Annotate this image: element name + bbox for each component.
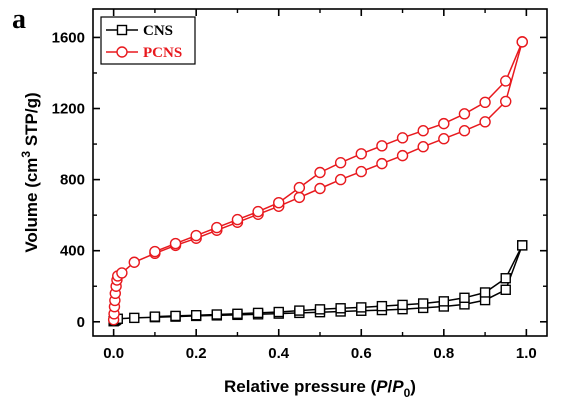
pcns-desorption-point (398, 133, 408, 143)
pcns-adsorption-line (114, 42, 523, 320)
x-axis-title: Relative pressure (P/P0) (224, 377, 416, 400)
legend-label: CNS (143, 23, 173, 39)
cns-desorption-point (171, 311, 180, 320)
pcns-adsorption-point (439, 134, 449, 144)
legend: CNS PCNS (101, 17, 195, 64)
series-pcns (109, 37, 528, 325)
pcns-desorption-point (501, 76, 511, 86)
cns-desorption-point (518, 241, 527, 250)
cns-desorption-point (336, 304, 345, 313)
series-layer (109, 37, 528, 326)
x-tick-label: 0.8 (433, 345, 454, 362)
pcns-adsorption-point (356, 167, 366, 177)
cns-desorption-point (212, 310, 221, 319)
pcns-desorption-point (480, 97, 490, 107)
pcns-adsorption-point (117, 268, 127, 278)
pcns-adsorption-point (501, 96, 511, 106)
pcns-adsorption-point (398, 151, 408, 161)
cns-desorption-point (316, 305, 325, 314)
x-tick-label: 0.4 (268, 345, 290, 362)
pcns-desorption-point (377, 141, 387, 151)
pcns-desorption-point (336, 158, 346, 168)
cns-desorption-point (357, 303, 366, 312)
cns-adsorption-point (130, 313, 139, 322)
cns-desorption-point (377, 302, 386, 311)
x-tick-label: 0.6 (351, 345, 372, 362)
cns-desorption-point (192, 311, 201, 320)
series-cns (109, 241, 527, 326)
pcns-desorption-point (232, 215, 242, 225)
y-tick-label: 400 (60, 243, 85, 260)
cns-desorption-point (439, 297, 448, 306)
pcns-adsorption-point (129, 257, 139, 267)
y-axis-title: Volume (cm3 STP/g) (19, 92, 41, 252)
legend-marker (118, 26, 127, 35)
pcns-adsorption-point (294, 192, 304, 202)
cns-desorption-point (274, 308, 283, 317)
pcns-desorption-line (155, 42, 522, 252)
cns-desorption-point (254, 308, 263, 317)
y-tick-label: 1200 (52, 101, 85, 118)
y-tick-label: 1600 (52, 29, 85, 46)
cns-desorption-point (460, 293, 469, 302)
cns-desorption-point (398, 300, 407, 309)
pcns-adsorption-point (336, 175, 346, 185)
cns-desorption-point (233, 309, 242, 318)
pcns-desorption-point (274, 198, 284, 208)
pcns-desorption-point (171, 239, 181, 249)
y-tick-label: 800 (60, 172, 85, 189)
cns-desorption-point (419, 299, 428, 308)
x-tick-label: 1.0 (516, 345, 537, 362)
y-tick-label: 0 (77, 314, 85, 331)
cns-desorption-point (295, 306, 304, 315)
pcns-adsorption-point (480, 117, 490, 127)
pcns-desorption-point (191, 231, 201, 241)
pcns-desorption-point (212, 223, 222, 233)
pcns-adsorption-point (377, 159, 387, 169)
pcns-adsorption-point (418, 142, 428, 152)
legend-marker (117, 47, 127, 57)
pcns-adsorption-point (459, 126, 469, 136)
pcns-desorption-point (517, 37, 527, 47)
cns-desorption-point (501, 274, 510, 283)
pcns-desorption-point (356, 149, 366, 159)
pcns-desorption-point (418, 126, 428, 136)
pcns-desorption-point (439, 119, 449, 129)
legend-label: PCNS (143, 45, 182, 61)
cns-adsorption-point (501, 285, 510, 294)
pcns-adsorption-point (315, 183, 325, 193)
pcns-desorption-point (315, 168, 325, 178)
x-tick-label: 0.2 (186, 345, 207, 362)
pcns-desorption-point (253, 207, 263, 217)
pcns-desorption-point (294, 183, 304, 193)
panel-label: a (12, 4, 26, 35)
pcns-desorption-point (459, 109, 469, 119)
y-axis: 0 400 800 1200 1600 (52, 29, 547, 330)
cns-desorption-point (150, 312, 159, 321)
x-tick-label: 0.0 (103, 345, 124, 362)
pcns-desorption-point (150, 247, 160, 257)
cns-desorption-point (481, 288, 490, 297)
